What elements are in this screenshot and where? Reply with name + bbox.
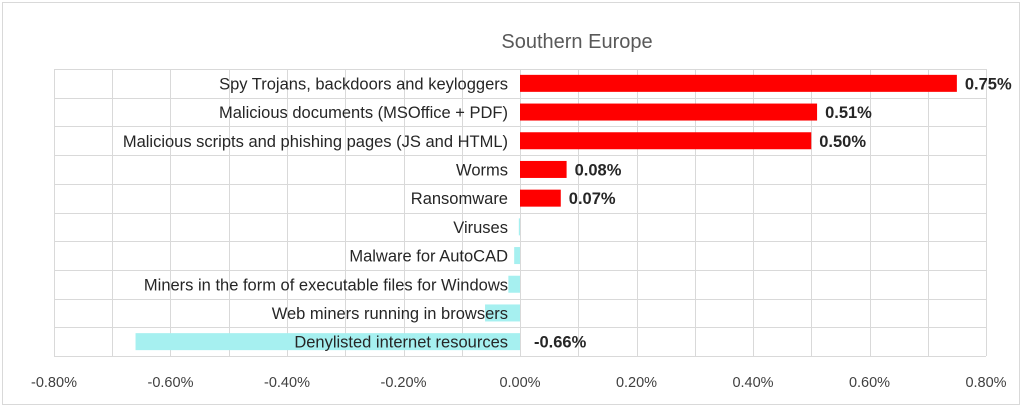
category-labels: Spy Trojans, backdoors and keyloggers Mal… xyxy=(123,75,508,351)
bar xyxy=(485,304,520,322)
category-label: Denylisted internet resources xyxy=(294,334,508,352)
category-label: Malicious scripts and phishing pages (JS… xyxy=(123,133,508,151)
category-label: Spy Trojans, backdoors and keyloggers xyxy=(219,75,508,93)
x-tick-label: -0.80% xyxy=(31,375,77,391)
bar xyxy=(514,247,520,265)
value-labels: 0.75% 0.51% 0.50% 0.08% 0.07% -0.66% xyxy=(534,75,1012,351)
bar xyxy=(518,218,520,236)
x-tick-label: -0.40% xyxy=(264,375,310,391)
bar xyxy=(520,132,812,150)
data-label: 0.07% xyxy=(569,190,616,208)
x-axis-ticks: -0.80% -0.60% -0.40% -0.20% 0.00% 0.20% 0.40% 0… xyxy=(31,375,1007,391)
category-label: Malicious documents (MSOffice + PDF) xyxy=(219,104,508,122)
data-label: 0.75% xyxy=(965,75,1012,93)
data-label: 0.08% xyxy=(575,161,622,179)
x-tick-label: 0.20% xyxy=(616,375,657,391)
x-tick-label: 0.40% xyxy=(732,375,773,391)
bar xyxy=(135,333,521,351)
bar xyxy=(508,275,520,293)
category-label: Worms xyxy=(456,161,508,179)
category-label: Malware for AutoCAD xyxy=(349,248,508,266)
chart-title: Southern Europe xyxy=(501,31,652,53)
bar xyxy=(520,103,818,121)
x-tick-label: 0.80% xyxy=(965,375,1006,391)
x-tick-label: 0.00% xyxy=(499,375,540,391)
x-tick-label: 0.60% xyxy=(849,375,890,391)
category-label: Viruses xyxy=(453,219,508,237)
category-label: Ransomware xyxy=(411,190,508,208)
x-tick-label: -0.20% xyxy=(381,375,427,391)
bars xyxy=(135,74,957,351)
data-label: 0.50% xyxy=(819,133,866,151)
x-tick-label: -0.60% xyxy=(148,375,194,391)
bar xyxy=(520,160,567,178)
data-label: -0.66% xyxy=(534,334,587,352)
category-label: Miners in the form of executable files f… xyxy=(144,276,508,294)
bar xyxy=(520,74,957,92)
bar xyxy=(520,189,561,207)
data-label: 0.51% xyxy=(825,104,872,122)
category-label: Web miners running in browsers xyxy=(272,305,508,323)
